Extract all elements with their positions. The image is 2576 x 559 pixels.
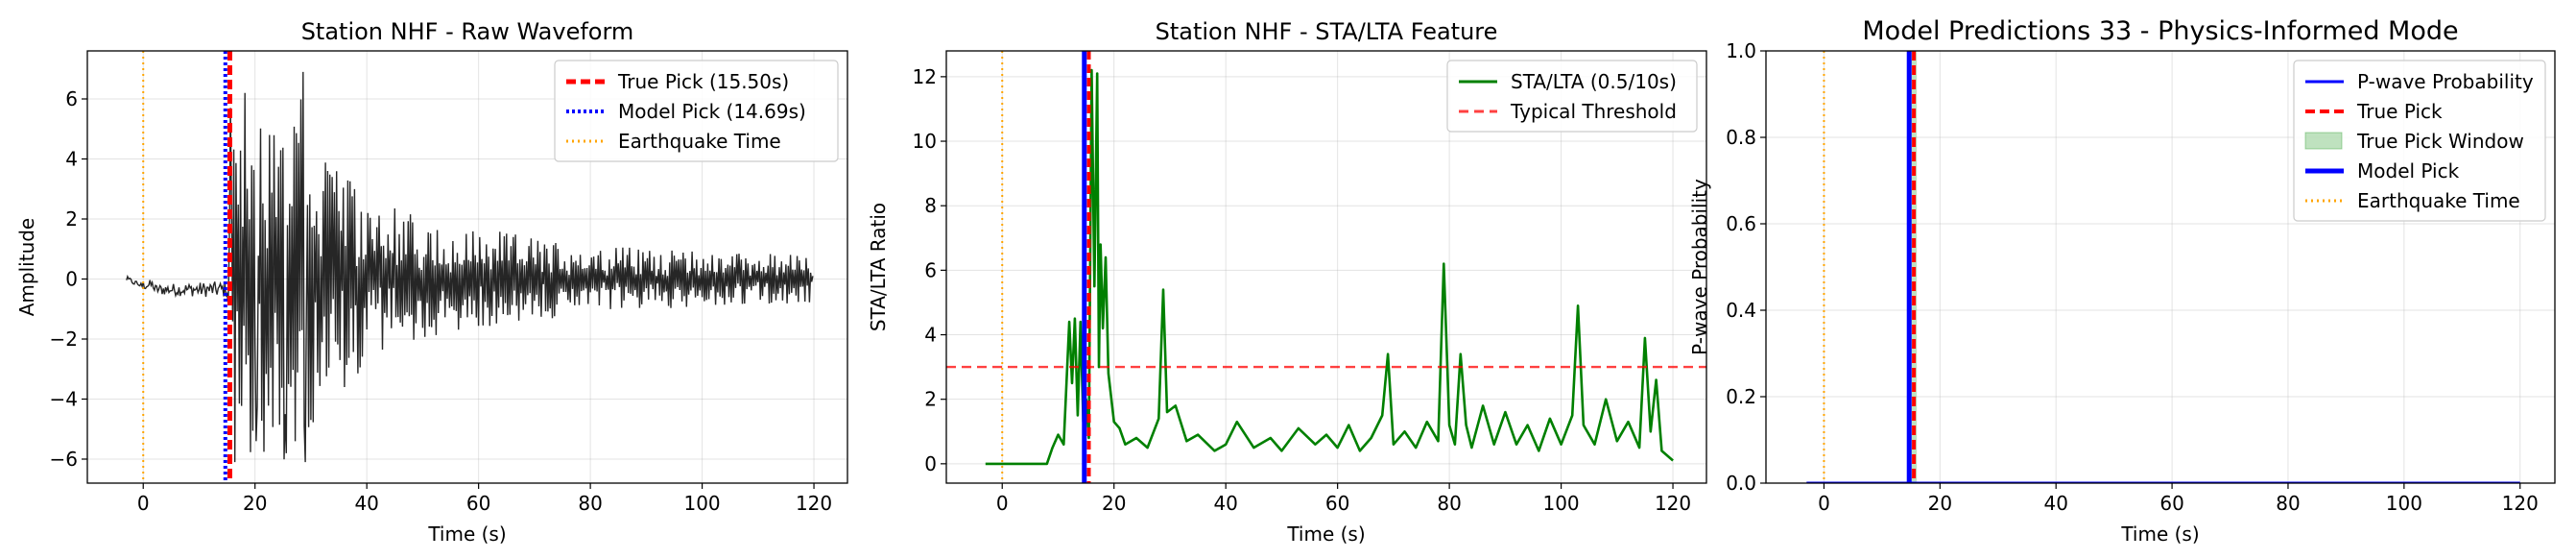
panel-title: Model Predictions 33 - Physics-Informed …: [1862, 16, 2458, 46]
x-tick-label: 120: [2502, 492, 2539, 515]
y-tick-label: 10: [913, 130, 937, 153]
y-tick-label: 0.6: [1726, 212, 1756, 235]
legend-label: Model Pick: [2357, 159, 2460, 182]
x-tick-label: 120: [1655, 492, 1691, 515]
panel-title: Station NHF - STA/LTA Feature: [1156, 18, 1498, 45]
y-tick-label: 2: [65, 207, 78, 231]
x-tick-label: 40: [354, 492, 378, 515]
y-tick-label: 12: [913, 65, 937, 88]
y-tick-label: 1.0: [1726, 39, 1756, 62]
legend-label: P-wave Probability: [2357, 70, 2534, 93]
x-tick-label: 40: [1213, 492, 1237, 515]
axes-frame: [945, 50, 1707, 484]
x-tick-label: 40: [2043, 492, 2067, 515]
x-tick-label: 80: [2276, 492, 2300, 515]
legend-frame: [1446, 60, 1698, 133]
legend: P-wave Probability True Pick True Pick Win…: [2293, 60, 2546, 222]
plot-area: [1806, 51, 2520, 483]
y-axis-label: P-wave Probability: [1688, 179, 1711, 355]
x-tick-label: 80: [578, 492, 602, 515]
y-tick-label: 8: [924, 194, 937, 217]
x-tick-label: 100: [1542, 492, 1579, 515]
y-axis-label: Amplitude: [15, 218, 38, 317]
legend-frame: [2293, 60, 2546, 222]
x-tick-label: 0: [1818, 492, 1830, 515]
x-tick-label: 60: [2159, 492, 2183, 515]
y-tick-label: 6: [924, 258, 937, 281]
legend-label: Earthquake Time: [618, 130, 781, 153]
y-tick-label: −2: [50, 328, 78, 351]
x-tick-label: 20: [1102, 492, 1126, 515]
x-tick-label: 0: [996, 492, 1009, 515]
x-tick-label: 120: [796, 492, 832, 515]
waveform-line: [126, 71, 814, 463]
y-tick-label: 0.4: [1726, 299, 1756, 322]
x-tick-label: 100: [683, 492, 720, 515]
x-tick-label: 100: [2386, 492, 2422, 515]
legend-label: True Pick Window: [2356, 130, 2524, 153]
legend-swatch: [2304, 132, 2343, 150]
legend: STA/LTA (0.5/10s) Typical Threshold: [1446, 60, 1698, 133]
x-axis-label: Time (s): [427, 523, 506, 546]
y-tick-label: 0.0: [1726, 472, 1756, 495]
legend-label: Typical Threshold: [1510, 100, 1677, 123]
y-tick-label: −6: [50, 448, 78, 471]
y-tick-label: 0.2: [1726, 385, 1756, 408]
y-tick-label: 2: [924, 388, 937, 411]
plot-area: [126, 51, 814, 483]
legend-label: Earthquake Time: [2357, 189, 2520, 212]
y-tick-label: 4: [924, 324, 937, 347]
y-tick-label: 0.8: [1726, 126, 1756, 149]
legend-frame: [554, 60, 839, 162]
y-axis-label: STA/LTA Ratio: [867, 203, 890, 331]
y-tick-label: 4: [65, 148, 78, 171]
plot-area: [946, 51, 1706, 483]
y-tick-label: 6: [65, 87, 78, 110]
y-tick-label: 0: [924, 452, 937, 475]
x-tick-label: 0: [137, 492, 150, 515]
y-tick-label: 0: [65, 268, 78, 291]
axes-frame: [86, 50, 848, 484]
legend-label: Model Pick (14.69s): [618, 100, 806, 123]
panel-title: Station NHF - Raw Waveform: [301, 18, 634, 45]
axes-frame: [1765, 50, 2556, 484]
x-tick-label: 60: [466, 492, 490, 515]
legend: True Pick (15.50s) Model Pick (14.69s) Ear…: [554, 60, 839, 162]
legend-label: True Pick: [2356, 100, 2443, 123]
x-tick-label: 60: [1325, 492, 1349, 515]
legend-label: STA/LTA (0.5/10s): [1511, 70, 1677, 93]
y-tick-label: −4: [50, 388, 78, 411]
legend-label: True Pick (15.50s): [617, 70, 789, 93]
x-tick-label: 20: [1928, 492, 1952, 515]
panel-1: 0 20 40 60 80 100 120 −6 −4 −2 0 2 4 6 Time (s) Amplitu…: [15, 18, 848, 546]
x-tick-label: 80: [1437, 492, 1461, 515]
x-axis-label: Time (s): [1286, 523, 1365, 546]
panel-2: 0 20 40 60 80 100 120 0 2 4 6 8 10 12 Time (s) STA/LTA …: [867, 18, 1707, 546]
series-line: [985, 68, 1674, 466]
x-axis-label: Time (s): [2120, 523, 2199, 546]
panel-3: 0 20 40 60 80 100 120 0.0 0.2 0.4 0.6 0.8 1.0 Time (s…: [1688, 16, 2556, 546]
x-tick-label: 20: [243, 492, 267, 515]
